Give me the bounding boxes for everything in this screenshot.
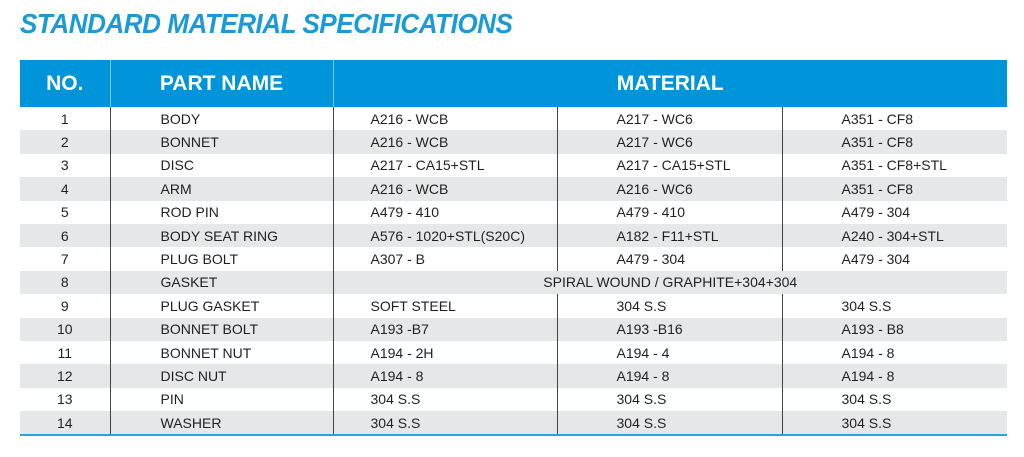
material-cell: A217 - CA15+STL [332, 153, 557, 178]
part-name: DISC NUT [109, 364, 333, 388]
material-cell: A576 - 1020+STL(S20C) [332, 223, 557, 248]
material-cell: 304 S.S [781, 294, 1007, 318]
row-number: 7 [60, 251, 69, 268]
row-number: 14 [20, 411, 110, 437]
header-no: NO. [20, 60, 110, 107]
part-name: BONNET NUT [109, 340, 333, 365]
material-cell: A351 - CF8 [781, 107, 1007, 131]
material-cell: A193 - B8 [781, 317, 1007, 341]
part-name: PLUG BOLT [109, 247, 333, 271]
header-material: MATERIAL [332, 60, 1007, 107]
part-name: PLUG GASKET [109, 294, 333, 318]
material-cell: A217 - WC6 [556, 107, 782, 131]
table-row: 8 GASKET SPIRAL WOUND / GRAPHITE+304+304 [20, 270, 1007, 295]
row-number: 3 [60, 157, 69, 174]
row-number: 12 [20, 364, 110, 388]
table-row: 13 PIN 304 S.S 304 S.S 304 S.S [20, 387, 1007, 412]
material-cell: A193 -B16 [556, 317, 782, 341]
table-row: 6 BODY SEAT RING A576 - 1020+STL(S20C) A182… [20, 223, 1007, 248]
row-number: 11 [57, 344, 73, 361]
table-row: 10 BONNET BOLT A193 -B7 A193 -B16 A193 - B8 [20, 317, 1007, 341]
part-name: DISC [109, 153, 333, 178]
row-number: 9 [60, 297, 69, 314]
material-cell: SPIRAL WOUND / GRAPHITE+304+304 [332, 270, 1007, 295]
material-cell: 304 S.S [556, 411, 782, 437]
material-cell: A240 - 304+STL [781, 223, 1007, 248]
part-name: ARM [109, 177, 333, 201]
material-cell: 304 S.S [781, 411, 1007, 437]
material-cell: A194 - 2H [332, 340, 557, 365]
table-header-row: NO. PART NAME MATERIAL [20, 60, 1007, 107]
material-cell: A479 - 410 [332, 200, 557, 224]
table-row: 1 BODY A216 - WCB A217 - WC6 A351 - CF8 [20, 107, 1007, 131]
material-cell: 304 S.S [556, 387, 782, 412]
material-cell: A194 - 4 [556, 340, 782, 365]
page-title: STANDARD MATERIAL SPECIFICATIONS [20, 8, 513, 39]
material-cell: A194 - 8 [781, 364, 1007, 388]
material-cell: A307 - B [332, 247, 557, 271]
material-spec-table: NO. PART NAME MATERIAL 1 BODY A216 - WCB A2… [20, 60, 1007, 437]
material-cell: A216 - WCB [332, 130, 557, 154]
material-cell: A217 - CA15+STL [556, 153, 782, 178]
row-number: 1 [60, 110, 69, 127]
part-name: ROD PIN [109, 200, 333, 224]
table-row: 4 ARM A216 - WCB A216 - WC6 A351 - CF8 [20, 177, 1007, 201]
material-cell: A194 - 8 [332, 364, 557, 388]
material-cell: 304 S.S [332, 387, 557, 412]
material-cell: A351 - CF8 [781, 130, 1007, 154]
material-cell: A194 - 8 [556, 364, 782, 388]
material-cell: A193 -B7 [332, 317, 557, 341]
material-cell: 304 S.S [781, 387, 1007, 412]
table-row: 9 PLUG GASKET SOFT STEEL 304 S.S 304 S.S [20, 294, 1007, 318]
table-row: 14 WASHER 304 S.S 304 S.S 304 S.S [20, 411, 1007, 437]
part-name: BONNET [109, 130, 333, 154]
material-cell: 304 S.S [332, 411, 557, 437]
material-cell: A351 - CF8+STL [781, 153, 1007, 178]
table-row: 3 DISC A217 - CA15+STL A217 - CA15+STL A351 … [20, 153, 1007, 178]
part-name: BONNET BOLT [109, 317, 333, 341]
material-cell: A479 - 304 [781, 200, 1007, 224]
material-cell: A351 - CF8 [781, 177, 1007, 201]
row-number: 10 [20, 317, 110, 341]
material-cell: A479 - 304 [556, 247, 782, 271]
row-number: 13 [56, 391, 73, 408]
table-row: 11 BONNET NUT A194 - 2H A194 - 4 A194 - 8 [20, 340, 1007, 365]
material-cell: A217 - WC6 [556, 130, 782, 154]
material-cell: A194 - 8 [781, 340, 1007, 365]
material-cell: A216 - WCB [332, 177, 557, 201]
table-row: 2 BONNET A216 - WCB A217 - WC6 A351 - CF8 [20, 130, 1007, 154]
material-cell: A182 - F11+STL [556, 223, 782, 248]
material-cell: A216 - WCB [332, 107, 557, 131]
part-name: BODY SEAT RING [109, 223, 333, 248]
table-row: 7 PLUG BOLT A307 - B A479 - 304 A479 - 304 [20, 247, 1007, 271]
header-part-name: PART NAME [109, 60, 333, 107]
part-name: BODY [109, 107, 333, 131]
material-cell: SOFT STEEL [332, 294, 557, 318]
material-cell: A479 - 410 [556, 200, 782, 224]
table-row: 12 DISC NUT A194 - 8 A194 - 8 A194 - 8 [20, 364, 1007, 388]
row-number: 4 [20, 177, 110, 201]
row-number: 8 [20, 270, 110, 295]
part-name: GASKET [109, 270, 333, 295]
material-cell: A216 - WC6 [556, 177, 782, 201]
row-number: 5 [60, 204, 69, 221]
row-number: 6 [20, 223, 110, 248]
row-number: 2 [20, 130, 110, 154]
material-cell: 304 S.S [556, 294, 782, 318]
table-body: 1 BODY A216 - WCB A217 - WC6 A351 - CF8 2 BONN… [20, 107, 1007, 437]
part-name: PIN [109, 387, 333, 412]
part-name: WASHER [109, 411, 333, 437]
table-row: 5 ROD PIN A479 - 410 A479 - 410 A479 - 304 [20, 200, 1007, 224]
material-cell: A479 - 304 [781, 247, 1007, 271]
